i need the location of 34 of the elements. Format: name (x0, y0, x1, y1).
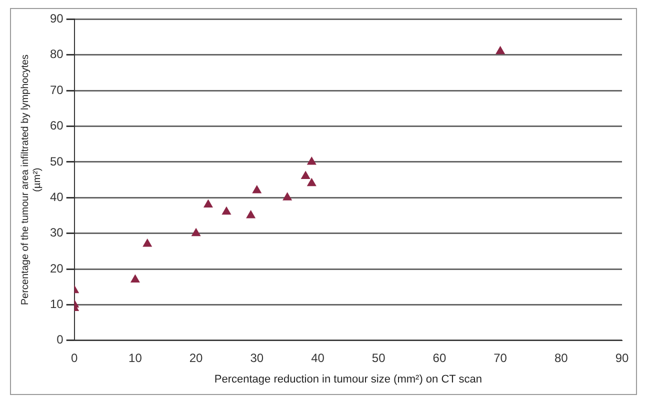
y-axis-title: Percentage of the tumour area infiltrated by lymphocytes (µm²) (20, 54, 43, 306)
x-tick-label: 30 (250, 350, 264, 365)
point (192, 228, 200, 236)
y-tick-label: 90 (50, 12, 64, 26)
y-tick-label: 20 (50, 261, 64, 276)
point (246, 210, 256, 218)
y-tick-label: 50 (50, 154, 64, 168)
x-tick-label: 0 (71, 350, 78, 365)
point (222, 206, 231, 215)
point (301, 171, 310, 179)
point (496, 46, 505, 54)
x-axis-title: Percentage reduction in tumour size (mm²) on CT scan (214, 373, 482, 386)
y-tick-label: 40 (50, 190, 64, 204)
point (204, 200, 213, 208)
point (130, 274, 140, 282)
point (307, 156, 316, 165)
point (307, 178, 316, 186)
point (252, 186, 262, 194)
x-tick-label: 80 (554, 350, 568, 365)
y-tick-label: 0 (56, 332, 64, 347)
y-tick-label: 10 (50, 297, 64, 312)
y-tick-label: 80 (50, 47, 64, 62)
x-tick-label: 70 (494, 350, 508, 365)
point (282, 192, 292, 200)
point (142, 239, 152, 247)
y-tick-label: 60 (50, 118, 64, 133)
y-tick-label: 30 (50, 226, 64, 240)
x-tick-label: 10 (128, 350, 142, 365)
x-tick-label: 40 (311, 350, 325, 365)
x-tick-label: 60 (432, 350, 446, 365)
x-tick-label: 20 (189, 350, 204, 365)
x-tick-label: 90 (615, 350, 629, 365)
y-tick-label: 70 (50, 82, 64, 97)
x-tick-label: 50 (372, 350, 386, 365)
